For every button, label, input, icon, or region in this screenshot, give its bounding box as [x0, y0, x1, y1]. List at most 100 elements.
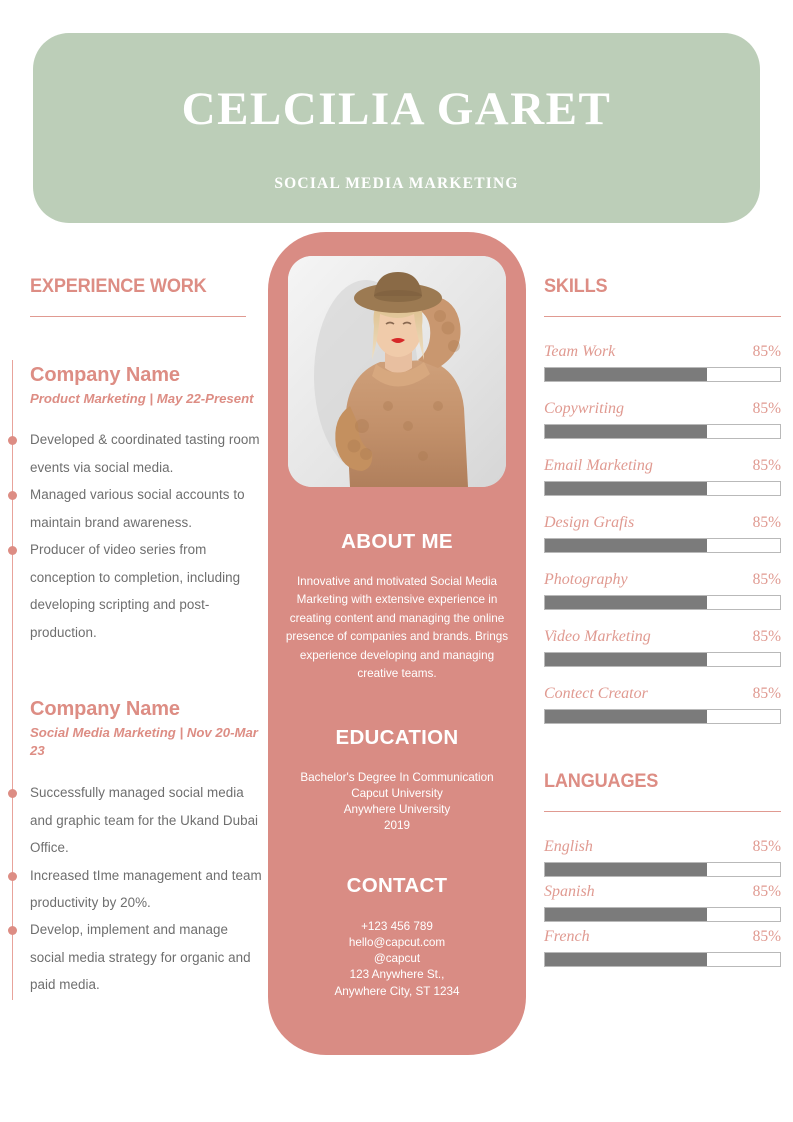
skill-label: Photography	[544, 571, 628, 588]
education-line: Bachelor's Degree In Communication	[300, 771, 494, 784]
languages-list: English 85% Spanish 85% French 85%	[544, 838, 781, 967]
skill-row: English 85%	[544, 838, 781, 877]
skill-label: Contect Creator	[544, 685, 648, 702]
contact-heading: CONTACT	[346, 874, 448, 897]
company-name: Company Name	[30, 698, 180, 721]
profile-panel: ABOUT ME Innovative and motivated Social…	[268, 232, 526, 1055]
bullet-text: Developed & coordinated tasting room eve…	[30, 432, 260, 475]
job-bullet: Develop, implement and manage social med…	[7, 916, 262, 998]
bullet-text: Managed various social accounts to maint…	[30, 487, 245, 530]
bullet-text: Successfully managed social media and gr…	[30, 785, 259, 856]
experience-item: Company Name Social Media Marketing | No…	[7, 698, 262, 999]
skill-progress-track	[544, 367, 781, 382]
education-line: Capcut University	[351, 787, 443, 801]
skill-progress-track	[544, 709, 781, 724]
education-line: Anywhere University	[343, 803, 451, 817]
timeline-dot-icon	[7, 491, 17, 501]
contact-phone[interactable]: +123 456 789	[361, 920, 433, 933]
timeline-dot-icon	[7, 546, 17, 556]
skill-label: Email Marketing	[544, 457, 653, 474]
languages-divider	[544, 811, 781, 812]
skill-percent: 85%	[752, 571, 781, 588]
languages-heading: LANGUAGES	[544, 770, 659, 792]
skill-progress-fill	[545, 710, 708, 723]
skill-progress-fill	[545, 539, 708, 552]
skill-label: English	[544, 838, 593, 855]
skill-progress-fill	[545, 653, 708, 666]
skill-progress-track	[544, 862, 781, 877]
skill-percent: 85%	[752, 628, 781, 645]
skill-progress-fill	[545, 482, 708, 495]
skills-heading: SKILLS	[544, 275, 608, 297]
skill-progress-fill	[545, 863, 708, 876]
experience-item: Company Name Product Marketing | May 22-…	[7, 364, 262, 646]
skill-percent: 85%	[752, 928, 781, 945]
experience-column: EXPERIENCE WORK Company Name Product Mar…	[0, 275, 262, 1055]
contact-email[interactable]: hello@capcut.com	[348, 936, 446, 950]
contact-social[interactable]: @capcut	[373, 952, 421, 966]
skill-label: Video Marketing	[544, 628, 651, 645]
skills-column: SKILLS Team Work 85% Copywriting 85% Email M…	[544, 275, 781, 973]
bullet-text: Develop, implement and manage social med…	[30, 922, 251, 993]
job-bullets: Successfully managed social media and gr…	[7, 779, 262, 999]
education-heading: EDUCATION	[335, 726, 459, 749]
skill-row: Spanish 85%	[544, 883, 781, 922]
job-bullet: Producer of video series from conception…	[7, 536, 262, 646]
experience-divider	[30, 316, 246, 317]
bullet-text: Increased tIme management and team produ…	[30, 867, 262, 911]
skill-percent: 85%	[752, 457, 781, 474]
job-meta: Product Marketing | May 22-Present	[30, 390, 254, 406]
skill-progress-track	[544, 907, 781, 922]
skill-label: Copywriting	[544, 400, 625, 417]
timeline-dot-icon	[7, 789, 17, 799]
about-heading: ABOUT ME	[341, 530, 453, 553]
skill-progress-track	[544, 538, 781, 553]
timeline-dot-icon	[7, 436, 17, 446]
skill-progress-fill	[545, 596, 708, 609]
skill-row: Email Marketing 85%	[544, 457, 781, 496]
bullet-text: Producer of video series from conception…	[30, 542, 241, 640]
job-bullet: Managed various social accounts to maint…	[7, 481, 262, 536]
education-line: 2019	[383, 819, 410, 833]
contact-details: +123 456 789 hello@capcut.com @capcut 12…	[268, 919, 526, 1000]
skill-progress-track	[544, 595, 781, 610]
avatar	[288, 256, 506, 487]
education-details: Bachelor's Degree In Communication Capcu…	[268, 770, 526, 835]
skill-row: French 85%	[544, 928, 781, 967]
skill-label: Spanish	[544, 883, 595, 900]
skill-row: Design Grafis 85%	[544, 514, 781, 553]
skill-row: Video Marketing 85%	[544, 628, 781, 667]
skill-percent: 85%	[752, 343, 781, 360]
job-meta: Social Media Marketing | Nov 20-Mar 23	[30, 724, 258, 759]
job-bullets: Developed & coordinated tasting room eve…	[7, 426, 262, 646]
job-bullet: Developed & coordinated tasting room eve…	[7, 426, 262, 481]
skills-divider	[544, 316, 781, 317]
skill-progress-track	[544, 652, 781, 667]
contact-address-line2: Anywhere City, ST 1234	[334, 984, 460, 998]
skill-percent: 85%	[752, 514, 781, 531]
skill-row: Contect Creator 85%	[544, 685, 781, 724]
skill-progress-track	[544, 424, 781, 439]
skill-progress-fill	[545, 908, 708, 921]
skill-row: Photography 85%	[544, 571, 781, 610]
job-bullet: Increased tIme management and team produ…	[7, 862, 262, 917]
skill-percent: 85%	[752, 685, 781, 702]
skill-label: Design Grafis	[544, 514, 635, 531]
skills-list: Team Work 85% Copywriting 85% Email Marketin…	[544, 343, 781, 724]
timeline-dot-icon	[7, 871, 17, 881]
portrait-photo-icon	[288, 256, 506, 487]
skill-label: French	[544, 928, 590, 945]
skill-percent: 85%	[752, 400, 781, 417]
about-text: Innovative and motivated Social Media Ma…	[285, 575, 509, 681]
skill-progress-fill	[545, 368, 708, 381]
skill-progress-track	[544, 481, 781, 496]
experience-heading: EXPERIENCE WORK	[30, 275, 207, 297]
skill-progress-track	[544, 952, 781, 967]
page-title: CELCILIA GARET	[181, 82, 612, 135]
header-subtitle: SOCIAL MEDIA MARKETING	[274, 174, 519, 192]
skill-percent: 85%	[752, 883, 781, 900]
timeline-line	[12, 360, 14, 1000]
skill-row: Copywriting 85%	[544, 400, 781, 439]
contact-address-line1: 123 Anywhere St.,	[349, 968, 445, 982]
